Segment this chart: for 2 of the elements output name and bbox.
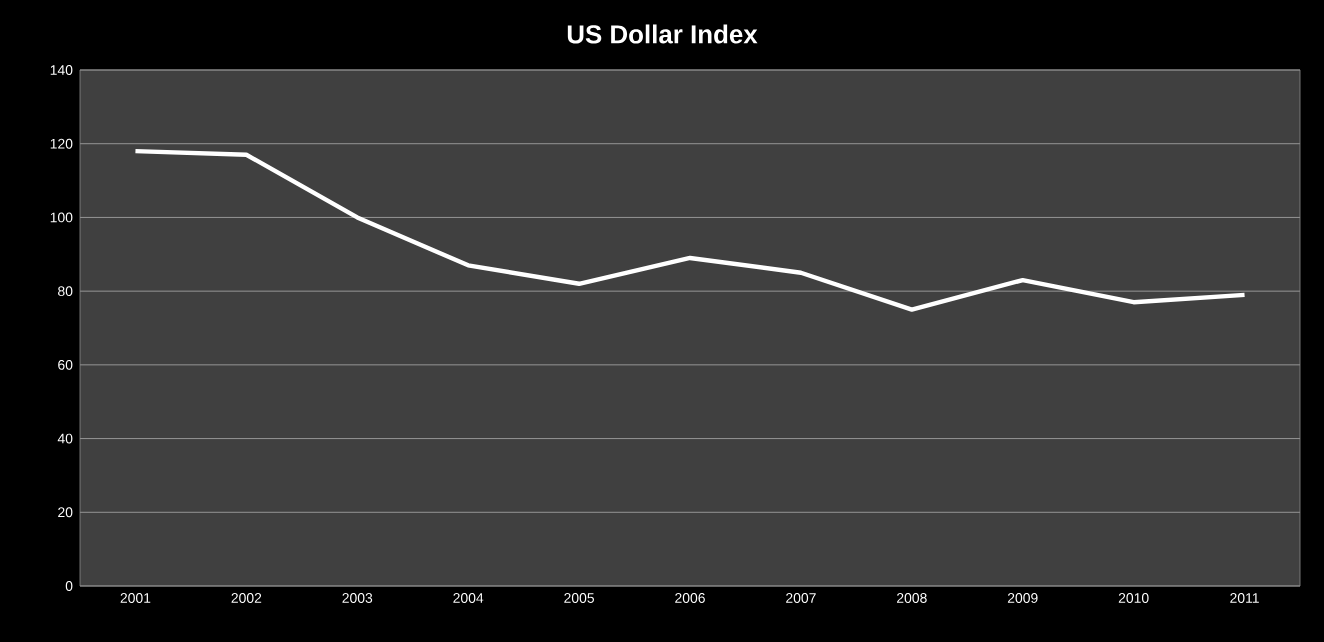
line-series: [133, 148, 1247, 312]
chart-title: US Dollar Index: [567, 24, 758, 44]
